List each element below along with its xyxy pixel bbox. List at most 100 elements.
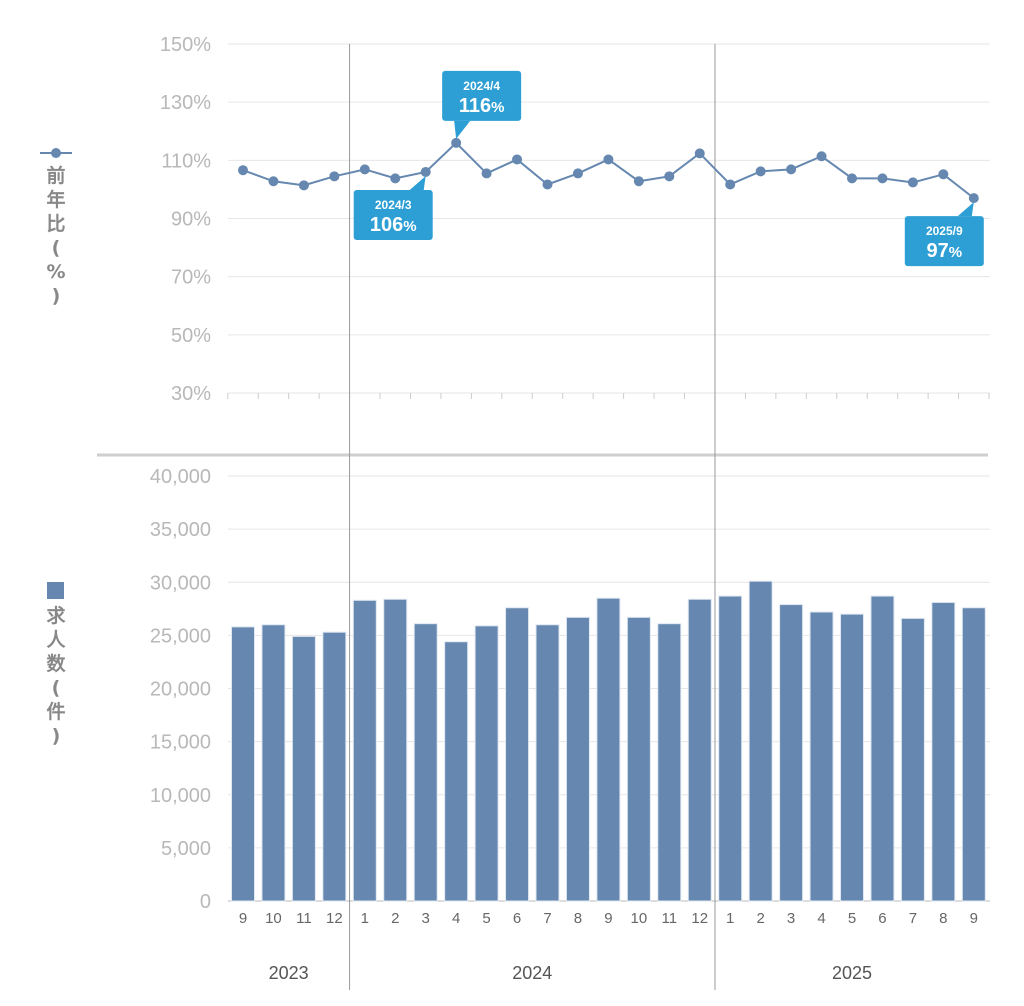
callout-number: 97 [927, 240, 949, 262]
x-tick-label: 4 [452, 910, 460, 927]
x-tick-label: 12 [691, 910, 708, 927]
y-tick-label-bar: 0 [200, 891, 211, 913]
x-tick-label: 7 [543, 910, 551, 927]
annotation-callout-2025-9: 2025/9 97% [904, 202, 984, 267]
x-tick-label: 1 [361, 910, 369, 927]
legend-line-char: 前 [46, 164, 65, 187]
callout-box [904, 216, 984, 267]
year-label: 2024 [512, 963, 552, 983]
annotation-callout-2024-3: 2024/3 106% [353, 175, 433, 240]
line-point-0 [238, 165, 248, 176]
line-series [242, 141, 975, 199]
bar-1 [261, 624, 286, 902]
bar-17 [748, 580, 773, 902]
bar-12 [596, 597, 621, 902]
x-tick-label: 6 [513, 910, 521, 927]
callout-value: 116% [459, 95, 505, 117]
bar-9 [505, 607, 530, 902]
x-tick-label: 6 [878, 910, 886, 927]
x-tick-label: 11 [662, 910, 678, 927]
x-tick-label: 4 [817, 910, 825, 927]
bar-3 [322, 631, 347, 902]
callout-box [353, 189, 433, 240]
legend-bar-char: ) [52, 725, 61, 747]
x-tick-label: 12 [326, 910, 343, 927]
line-point-13 [633, 176, 644, 187]
line-point-22 [907, 177, 918, 188]
bar-22 [900, 617, 925, 902]
line-point-17 [755, 166, 766, 177]
year-label: 2023 [269, 963, 309, 983]
line-point-5 [390, 173, 401, 184]
line-point-21 [877, 173, 888, 184]
x-tick-label: 10 [265, 910, 282, 927]
callout-number: 116 [459, 95, 491, 117]
line-point-7 [451, 137, 462, 148]
legend-line-char: % [46, 261, 65, 283]
legend-line-char: 比 [46, 213, 65, 235]
x-tick-label: 11 [296, 910, 312, 927]
x-tick-label: 9 [970, 910, 978, 927]
annotation-callout-2024-4: 2024/4 116% [442, 70, 522, 139]
legend-bar-char: 人 [46, 629, 66, 651]
bar-20 [840, 613, 864, 902]
line-point-3 [329, 171, 340, 182]
y-tick-label-bar: 25,000 [150, 625, 211, 647]
line-point-23 [938, 169, 949, 180]
callout-date: 2024/3 [375, 198, 412, 212]
callout-pointer [454, 120, 471, 139]
line-point-12 [603, 154, 614, 165]
y-tick-label-bar: 30,000 [150, 572, 211, 594]
line-point-1 [268, 176, 279, 187]
y-tick-label-line: 150% [160, 34, 211, 56]
callout-number: 106 [370, 214, 403, 236]
line-point-11 [572, 168, 583, 179]
x-tick-label: 3 [787, 910, 795, 927]
line-point-18 [786, 164, 797, 175]
line-point-2 [298, 180, 309, 191]
x-tick-label: 10 [631, 910, 648, 927]
x-tick-label: 8 [939, 910, 947, 927]
bar-7 [444, 641, 469, 902]
bar-2 [291, 635, 316, 902]
y-tick-label-bar: 5,000 [161, 838, 211, 860]
line-point-6 [420, 166, 431, 177]
line-point-14 [664, 171, 675, 182]
legend-bar-char: 件 [46, 700, 65, 723]
callout-date: 2024/4 [463, 79, 500, 93]
bar-4 [352, 599, 377, 902]
y-tick-label-bar: 10,000 [150, 785, 211, 807]
y-tick-label-line: 50% [171, 325, 211, 347]
x-tick-label: 9 [604, 910, 612, 927]
bar-13 [626, 616, 651, 902]
x-tick-label: 9 [239, 910, 247, 927]
legend-bar-char: 求 [46, 604, 66, 627]
line-point-24 [968, 193, 979, 204]
y-tick-label-line: 130% [160, 92, 211, 114]
legend-line-marker-icon [51, 148, 61, 158]
line-point-9 [512, 154, 523, 165]
legend-line-label: 前年比(%) [46, 164, 65, 307]
legend-bar-char: 数 [46, 652, 66, 675]
legend-bar-label: 求人数(件) [46, 604, 66, 747]
y-tick-label-bar: 15,000 [150, 732, 211, 754]
callout-value: 97% [927, 240, 963, 262]
callout-box [442, 70, 522, 121]
callout-unit: % [949, 244, 962, 261]
y-tick-label-line: 90% [171, 209, 211, 231]
bar-8 [474, 625, 499, 902]
legend-line-char: ) [52, 285, 61, 307]
y-tick-label-line: 70% [171, 267, 211, 289]
callout-value: 106% [370, 214, 417, 236]
legend-bar-icon [47, 582, 64, 599]
callout-unit: % [403, 218, 416, 235]
bar-14 [657, 623, 682, 902]
line-point-10 [542, 179, 553, 190]
callout-date: 2025/9 [926, 224, 963, 238]
bar-0 [231, 626, 255, 902]
bar-11 [565, 616, 590, 902]
y-tick-label-line: 30% [171, 383, 211, 405]
y-tick-label-bar: 40,000 [150, 466, 211, 488]
y-tick-label-bar: 20,000 [150, 679, 211, 701]
